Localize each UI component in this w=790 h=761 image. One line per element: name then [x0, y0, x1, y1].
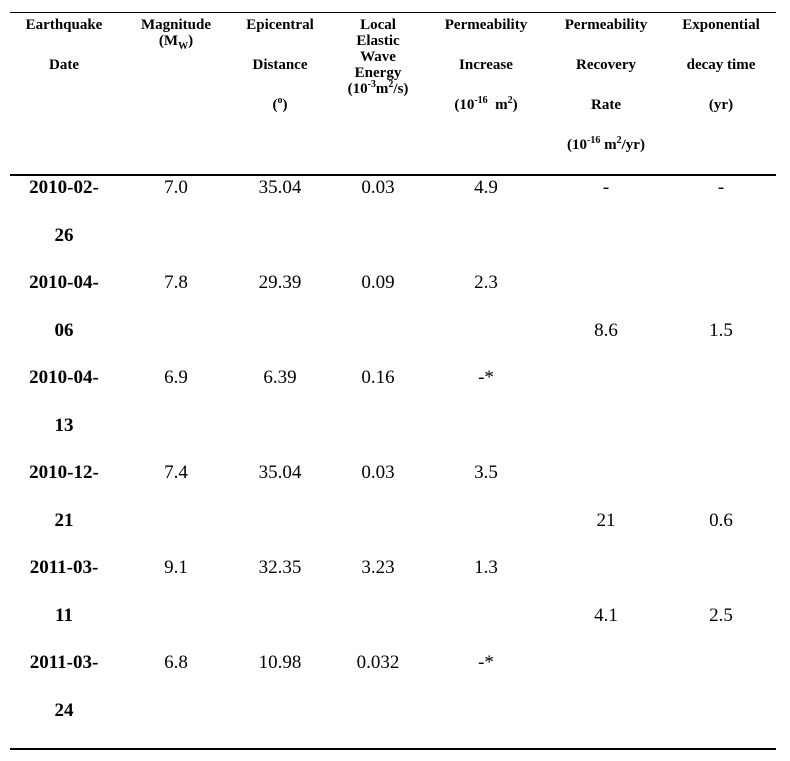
row5-date-part1: 2011-03-	[29, 557, 99, 578]
header-recovery-line2: Recovery	[576, 57, 636, 73]
header-energy-line2: Elastic	[356, 33, 400, 49]
row3-date-part2: 13	[54, 415, 74, 436]
row1-magnitude: 7.0	[164, 177, 188, 198]
header-perm-increase-line2: Increase	[459, 57, 513, 73]
header-recovery-line1: Permeability	[564, 17, 648, 33]
row3-distance: 6.39	[263, 367, 297, 388]
row5-decay: 2.5	[709, 605, 733, 626]
row3-energy: 0.16	[361, 367, 395, 388]
row5-recovery: 4.1	[594, 605, 618, 626]
header-decay-line2: decay time	[686, 57, 756, 73]
row6-date-part1: 2011-03-	[29, 652, 99, 673]
header-energy-line3: Wave	[360, 49, 396, 65]
row4-perm-increase: 3.5	[474, 462, 498, 483]
header-date-line2: Date	[49, 57, 79, 73]
row6-perm-increase: -*	[478, 652, 494, 673]
header-perm-increase: Permeability Increase (10-16 m2)	[430, 15, 542, 115]
header-distance-unit: (o)	[272, 95, 288, 114]
row3-date-part1: 2010-04-	[29, 367, 99, 388]
row4-magnitude: 7.4	[164, 462, 188, 483]
header-energy-unit: (10-3m2/s)	[347, 79, 409, 98]
row5-energy: 3.23	[361, 557, 395, 578]
header-decay-line1: Exponential	[682, 17, 760, 33]
header-energy-line1: Local	[360, 17, 396, 33]
header-magnitude-line1: Magnitude	[140, 17, 211, 33]
header-perm-increase-line1: Permeability	[444, 17, 528, 33]
header-magnitude-unit: (MW)	[158, 33, 194, 52]
row1-decay: -	[717, 177, 725, 198]
header-recovery-line3: Rate	[591, 97, 621, 113]
row4-recovery: 21	[596, 510, 616, 531]
row6-energy: 0.032	[356, 652, 400, 673]
row5-perm-increase: 1.3	[474, 557, 498, 578]
row5-distance: 32.35	[258, 557, 302, 578]
row4-decay: 0.6	[709, 510, 733, 531]
row2-decay: 1.5	[709, 320, 733, 341]
row2-date-part2: 06	[54, 320, 74, 341]
row1-date-part2: 26	[54, 225, 74, 246]
row1-perm-increase: 4.9	[474, 177, 498, 198]
header-decay-line3: (yr)	[708, 97, 734, 113]
table-top-rule	[10, 12, 776, 13]
header-magnitude: Magnitude (MW)	[128, 17, 224, 52]
row5-date-part2: 11	[55, 605, 73, 626]
row3-perm-increase: -*	[478, 367, 494, 388]
header-recovery-unit: (10-16 m2/yr)	[567, 135, 645, 154]
header-distance-line2: Distance	[252, 57, 308, 73]
row1-recovery: -	[602, 177, 610, 198]
row1-date-part1: 2010-02-	[29, 177, 99, 198]
row2-distance: 29.39	[258, 272, 302, 293]
row4-date-part2: 21	[54, 510, 74, 531]
row1-distance: 35.04	[258, 177, 302, 198]
row2-perm-increase: 2.3	[474, 272, 498, 293]
row2-recovery: 8.6	[594, 320, 618, 341]
row4-distance: 35.04	[258, 462, 302, 483]
row1-energy: 0.03	[361, 177, 395, 198]
header-energy: Local Elastic Wave Energy (10-3m2/s)	[330, 17, 426, 97]
header-recovery: Permeability Recovery Rate (10-16 m2/yr)	[548, 15, 664, 155]
header-distance: Epicentral Distance (o)	[232, 15, 328, 115]
row6-distance: 10.98	[258, 652, 302, 673]
row4-energy: 0.03	[361, 462, 395, 483]
header-bottom-rule	[10, 174, 776, 176]
row4-date-part1: 2010-12-	[29, 462, 99, 483]
table-bottom-rule	[10, 748, 776, 750]
header-date: Earthquake Date	[14, 15, 114, 75]
header-perm-increase-unit: (10-16 m2)	[454, 95, 518, 114]
row2-magnitude: 7.8	[164, 272, 188, 293]
row5-magnitude: 9.1	[164, 557, 188, 578]
row2-date-part1: 2010-04-	[29, 272, 99, 293]
header-distance-line1: Epicentral	[246, 17, 314, 33]
row3-magnitude: 6.9	[164, 367, 188, 388]
row6-date-part2: 24	[54, 700, 74, 721]
row2-energy: 0.09	[361, 272, 395, 293]
header-date-line1: Earthquake	[25, 17, 103, 33]
header-decay: Exponential decay time (yr)	[668, 15, 774, 115]
row6-magnitude: 6.8	[164, 652, 188, 673]
header-energy-line4: Energy	[354, 65, 402, 81]
